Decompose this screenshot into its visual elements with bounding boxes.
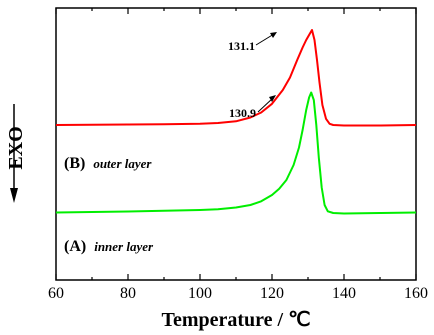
series-b-prefix: (B) [64, 155, 85, 172]
x-tick-labels: 60 80 100 120 140 160 [48, 285, 428, 302]
peak-b-annotation: 131.1 [228, 39, 255, 53]
series-a-label: (A) inner layer [64, 238, 154, 255]
peak-a-arrow [257, 95, 276, 113]
x-tick-label: 120 [260, 285, 284, 302]
x-tick-marks [55, 8, 417, 280]
series-b-label: (B) outer layer [64, 155, 152, 172]
series-a-name: inner layer [94, 239, 154, 254]
exo-down-arrow [10, 104, 18, 203]
x-axis-title: Temperature / ℃ [161, 309, 310, 331]
x-tick-label: 60 [48, 285, 64, 302]
x-tick-label: 160 [404, 285, 428, 302]
x-tick-label: 80 [120, 285, 136, 302]
series-inner-layer-line [55, 91, 417, 215]
peak-b-arrow [255, 32, 277, 46]
series-outer-layer-line [55, 29, 417, 127]
y-axis-title: EXO [5, 126, 27, 169]
series-a-prefix: (A) [64, 238, 86, 255]
peak-a-annotation: 130.9 [229, 106, 256, 120]
x-tick-label: 140 [332, 285, 356, 302]
x-tick-label: 100 [188, 285, 212, 302]
series-b-name: outer layer [93, 156, 152, 171]
